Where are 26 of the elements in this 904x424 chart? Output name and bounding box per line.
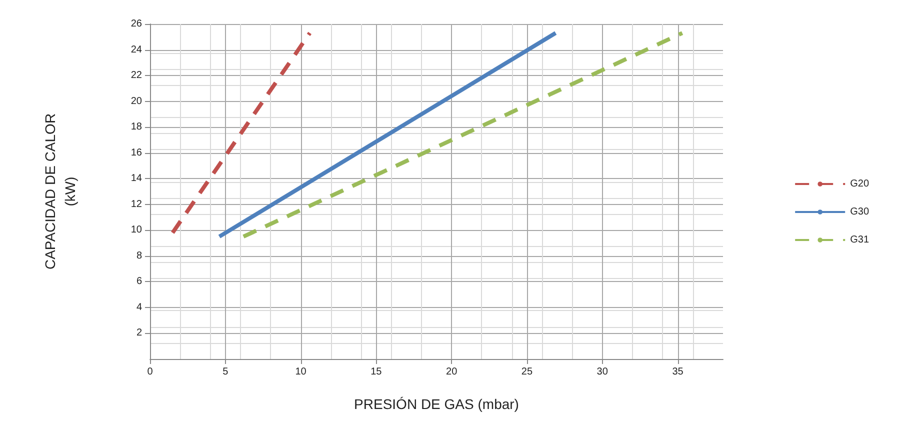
x-tick-label: 20 (446, 366, 458, 378)
y-tick-label: 22 (130, 70, 142, 82)
y-tick-label: 8 (136, 250, 142, 262)
x-tick-label: 15 (370, 366, 382, 378)
legend-label: G31 (850, 234, 870, 246)
y-tick-label: 24 (130, 44, 142, 56)
legend-label: G30 (850, 206, 870, 218)
x-tick-label: 0 (147, 366, 154, 378)
y-axis-title: CAPACIDAD DE CALOR (kW) (42, 113, 78, 270)
x-tick-label: 25 (521, 366, 533, 378)
y-tick-label: 10 (130, 224, 142, 236)
y-tick-label: 18 (130, 122, 142, 133)
x-axis-title: PRESIÓN DE GAS (mbar) (354, 396, 519, 412)
y-tick-label: 14 (130, 173, 142, 184)
x-tick-label: 35 (672, 366, 684, 378)
x-tick-label: 5 (222, 366, 229, 378)
y-tick-label: 20 (130, 96, 142, 107)
y-tick-label: 16 (130, 147, 142, 158)
y-tick-label: 4 (136, 302, 142, 313)
x-tick-label: 10 (295, 366, 307, 378)
legend-label: G20 (850, 178, 870, 190)
x-tick-label: 30 (596, 366, 608, 378)
y-tick-label: 12 (130, 198, 142, 210)
y-tick-label: 2 (136, 328, 142, 339)
y-tick-label: 6 (136, 276, 142, 288)
y-tick-label: 26 (130, 18, 142, 30)
